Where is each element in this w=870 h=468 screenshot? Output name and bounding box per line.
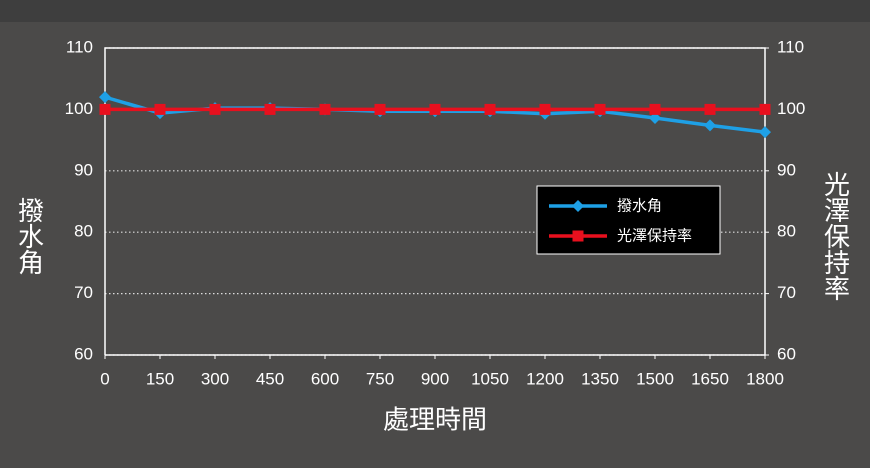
legend-label: 光澤保持率 [617,227,692,245]
marker [99,91,111,104]
plot-frame [104,47,766,356]
legend-label: 撥水角 [617,197,662,215]
marker [264,103,276,115]
marker [209,103,221,115]
marker [759,103,771,115]
x-tick-label: 450 [256,369,284,388]
x-axis-label: 處理時間 [383,406,487,436]
y-tick-label: 80 [74,222,93,241]
legend-marker [572,200,584,212]
x-tick-label: 1500 [636,369,674,388]
marker [649,103,661,115]
marker [704,119,716,132]
marker [759,126,771,139]
x-tick-label: 1650 [691,369,729,388]
y-axis-label: 撥水角 [14,197,44,275]
marker [484,103,496,115]
x-tick-label: 0 [100,369,109,388]
marker [429,103,441,115]
y-tick-label: 70 [74,283,93,302]
x-tick-label: 1050 [471,369,509,388]
y2-tick-label: 100 [777,99,805,118]
y2-tick-label: 60 [777,344,796,363]
y2-tick-label: 110 [777,37,804,56]
x-tick-label: 900 [421,369,449,388]
marker [649,111,661,124]
x-tick-label: 600 [311,369,339,388]
x-tick-label: 150 [146,369,174,388]
marker [704,103,716,115]
y2-tick-label: 70 [777,283,796,302]
y-tick-label: 90 [74,160,93,179]
marker [99,103,111,115]
marker [374,103,386,115]
marker [539,103,551,115]
marker [594,103,606,115]
marker [319,103,331,115]
x-tick-label: 300 [201,369,229,388]
top-band [0,0,870,22]
y-tick-label: 110 [66,37,93,56]
y-tick-label: 60 [74,344,93,363]
y2-axis-label: 光澤保持率 [820,171,850,301]
x-tick-label: 1800 [746,369,784,388]
x-tick-label: 1200 [526,369,564,388]
y2-tick-label: 80 [777,222,796,241]
x-tick-label: 1350 [581,369,619,388]
x-tick-label: 750 [366,369,394,388]
legend-box [536,185,721,255]
y2-tick-label: 90 [777,160,796,179]
legend-marker [572,230,584,242]
y-tick-label: 100 [65,99,93,118]
marker [154,103,166,115]
